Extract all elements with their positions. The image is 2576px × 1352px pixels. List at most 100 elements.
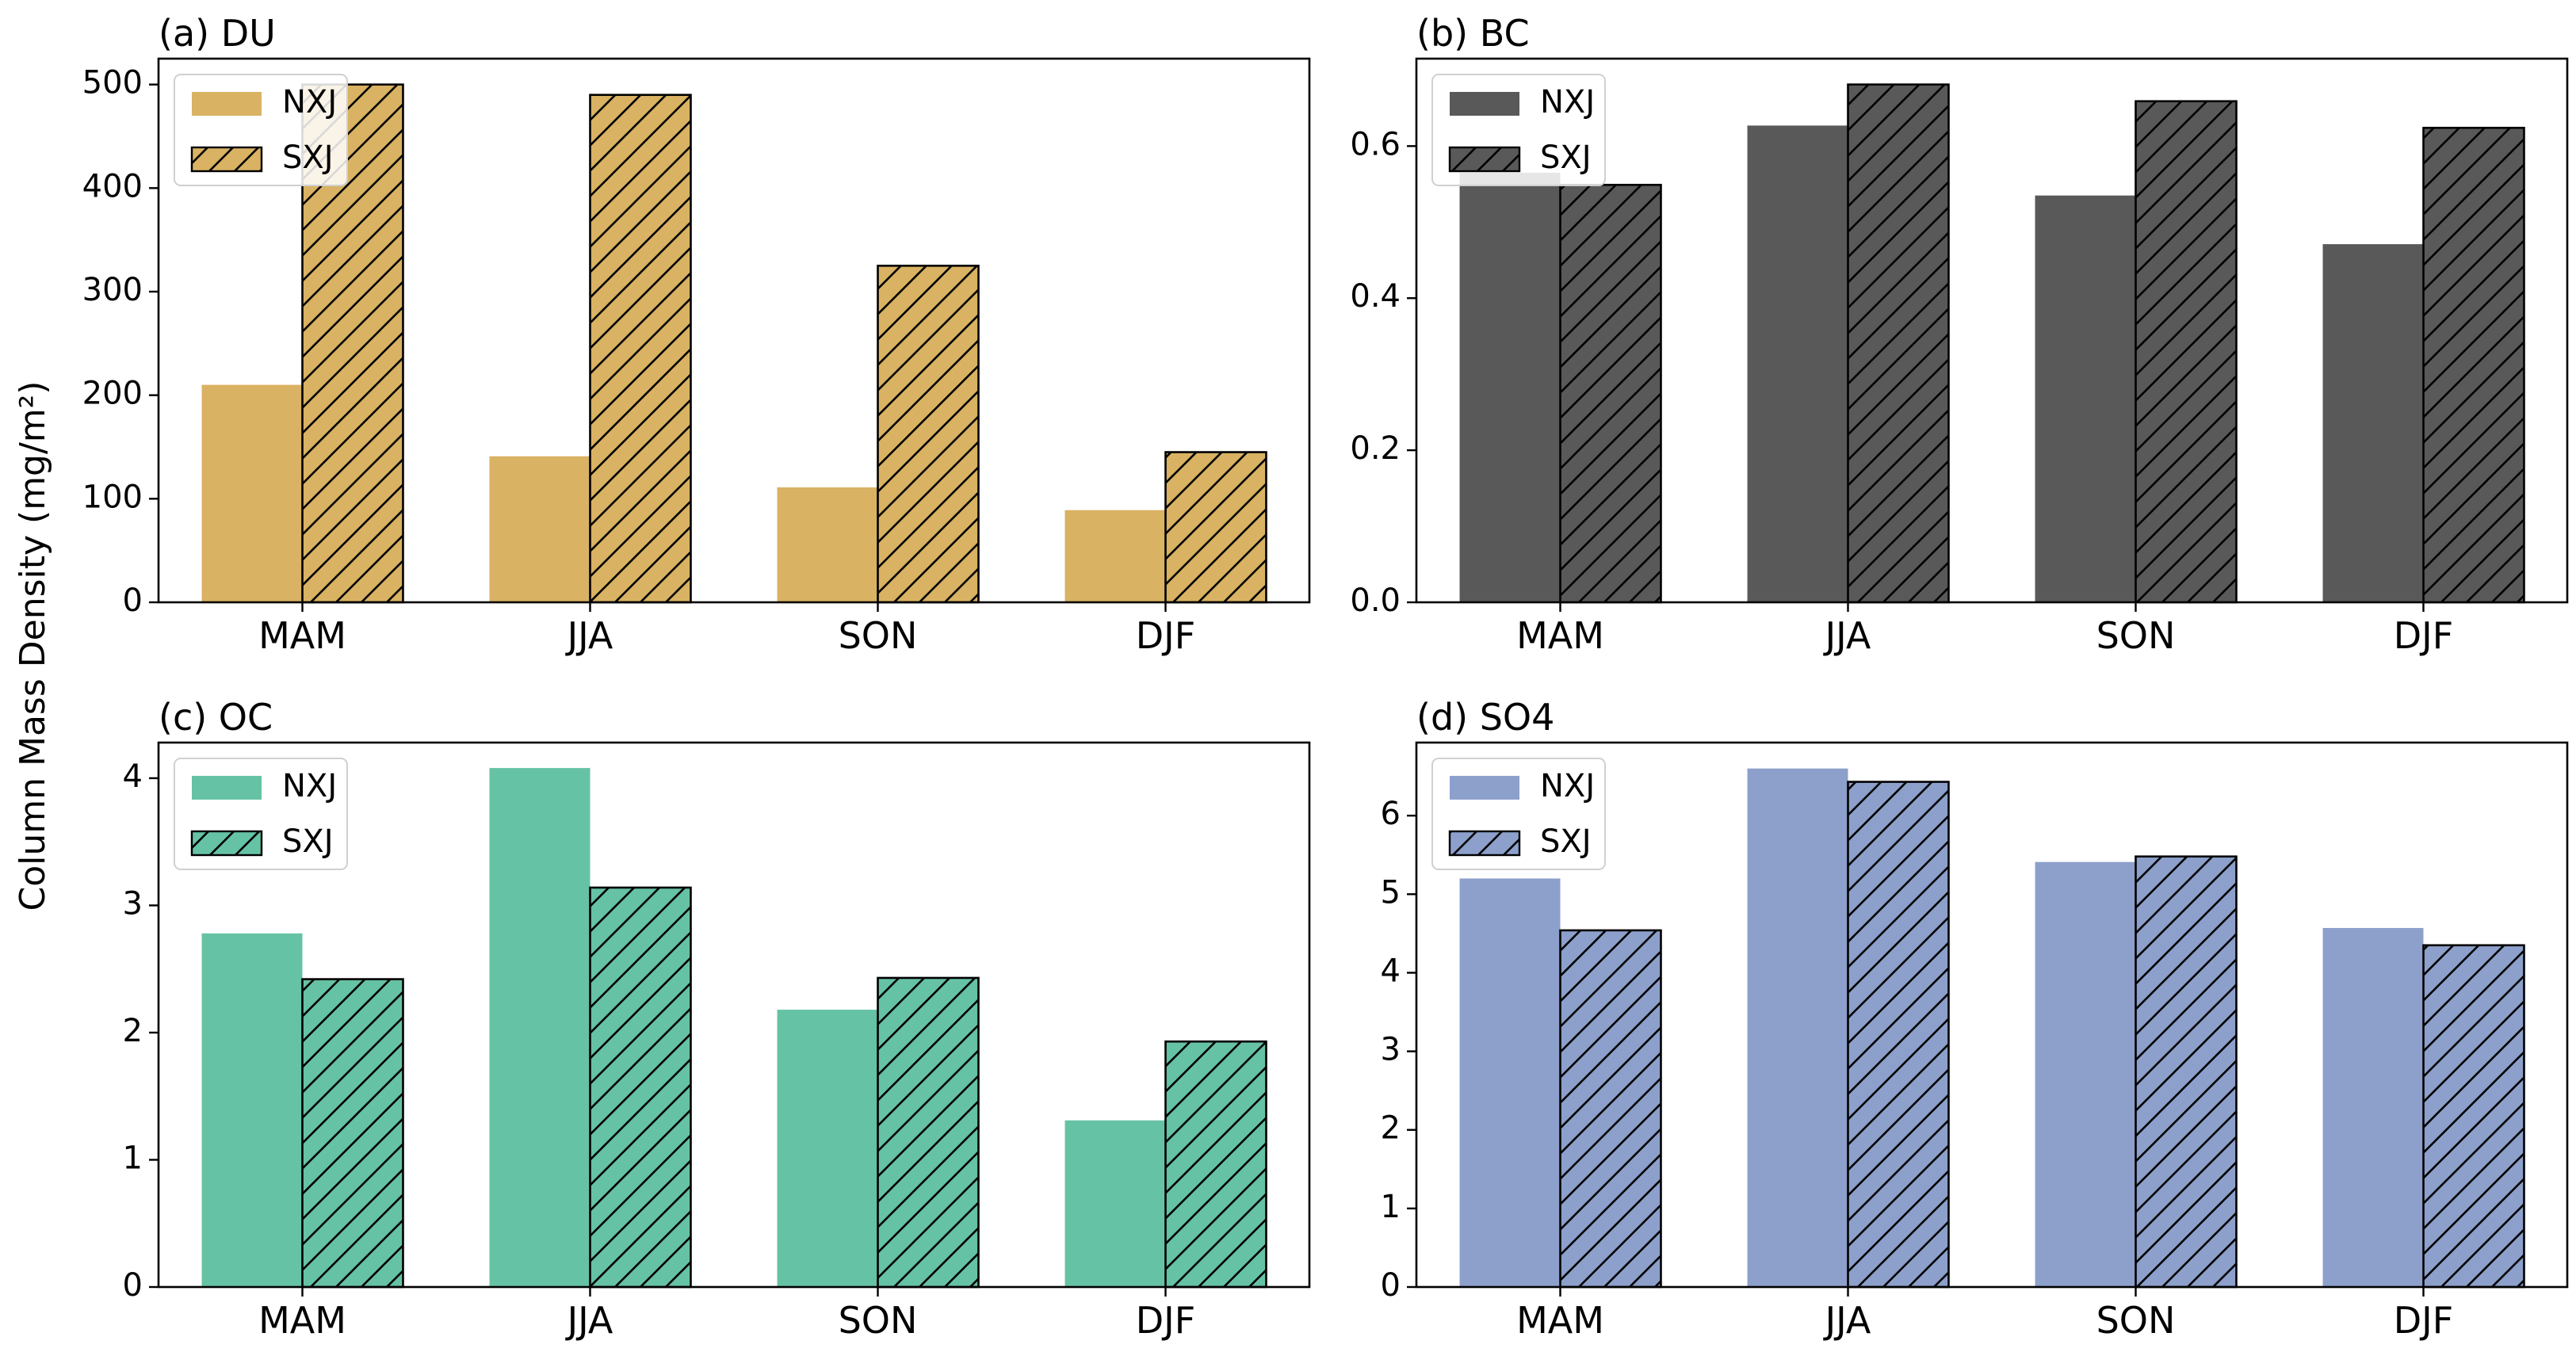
legend-swatch-oc-nxj bbox=[192, 776, 262, 800]
y-tick-label-so4-3: 3 bbox=[1381, 1032, 1401, 1068]
panel-du: (a) DU MAM JJA SON DJF 0 100 200 300 400 500 NXJ SXJ bbox=[82, 12, 1311, 657]
bar-so4-nxj-son bbox=[2035, 861, 2136, 1287]
bar-du-nxj-mam bbox=[201, 384, 303, 602]
bar-du-sxj-jja bbox=[589, 94, 692, 604]
legend-swatch-oc-sxj bbox=[190, 830, 263, 857]
y-tick-label-bc-3: 0.6 bbox=[1350, 126, 1401, 162]
bar-bc-sxj-mam bbox=[1559, 183, 1662, 604]
x-tick-label-so4-djf: DJF bbox=[2394, 1299, 2453, 1342]
x-tick-label-du-jja: JJA bbox=[565, 614, 613, 657]
legend-label-bc-sxj: SXJ bbox=[1540, 139, 1592, 176]
y-tick-label-oc-0: 0 bbox=[123, 1267, 143, 1304]
bar-oc-nxj-son bbox=[777, 1010, 878, 1287]
x-tick-label-du-son: SON bbox=[839, 614, 918, 657]
y-tick-label-oc-4: 4 bbox=[123, 758, 143, 795]
legend-label-oc-sxj: SXJ bbox=[282, 823, 334, 860]
panel-title-bc: (b) BC bbox=[1416, 12, 1530, 55]
panel-bc: (b) BC MAM JJA SON DJF 0.0 0.2 0.4 0.6 NXJ SXJ bbox=[1350, 12, 2569, 657]
bar-oc-sxj-son bbox=[877, 976, 980, 1289]
x-tick-label-so4-son: SON bbox=[2096, 1299, 2176, 1342]
y-tick-label-bc-1: 0.2 bbox=[1350, 430, 1401, 467]
bar-oc-sxj-jja bbox=[589, 886, 692, 1289]
x-tick-label-bc-son: SON bbox=[2096, 614, 2176, 657]
y-tick-label-so4-0: 0 bbox=[1381, 1267, 1401, 1304]
x-tick-label-bc-jja: JJA bbox=[1823, 614, 1871, 657]
legend-label-so4-nxj: NXJ bbox=[1540, 768, 1595, 804]
bar-bc-nxj-djf bbox=[2322, 244, 2424, 602]
bar-so4-sxj-jja bbox=[1847, 781, 1950, 1289]
legend-label-oc-nxj: NXJ bbox=[282, 768, 337, 804]
legend-label-so4-sxj: SXJ bbox=[1540, 823, 1592, 860]
legend-swatch-so4-nxj bbox=[1450, 776, 1519, 800]
legend-label-du-nxj: NXJ bbox=[282, 84, 337, 120]
legend-bc: NXJ SXJ bbox=[1431, 74, 1606, 186]
y-tick-label-so4-5: 5 bbox=[1381, 874, 1401, 911]
bar-oc-nxj-mam bbox=[201, 933, 303, 1287]
panel-so4: (d) SO4 MAM JJA SON DJF 0 1 2 3 4 5 6 NXJ SXJ bbox=[1381, 696, 2569, 1342]
bar-du-sxj-son bbox=[877, 265, 980, 604]
bar-du-nxj-jja bbox=[489, 456, 590, 602]
bar-bc-nxj-jja bbox=[1747, 125, 1848, 602]
bar-bc-nxj-mam bbox=[1459, 172, 1561, 602]
y-tick-label-du-1: 100 bbox=[82, 479, 143, 515]
panel-title-oc: (c) OC bbox=[159, 696, 273, 739]
legend-so4: NXJ SXJ bbox=[1431, 758, 1606, 870]
bar-so4-sxj-mam bbox=[1559, 929, 1662, 1289]
legend-du: NXJ SXJ bbox=[174, 74, 348, 186]
axes-frame-so4 bbox=[1415, 741, 2569, 1289]
x-tick-label-du-djf: DJF bbox=[1136, 614, 1195, 657]
bar-bc-nxj-son bbox=[2035, 195, 2136, 603]
bar-so4-nxj-mam bbox=[1459, 878, 1561, 1287]
bar-du-sxj-djf bbox=[1164, 451, 1267, 604]
y-tick-label-du-2: 200 bbox=[82, 376, 143, 412]
panel-title-du: (a) DU bbox=[159, 12, 276, 55]
y-tick-label-so4-4: 4 bbox=[1381, 953, 1401, 989]
y-axis-label: Column Mass Density (mg/m²) bbox=[13, 381, 53, 911]
legend-swatch-bc-sxj bbox=[1448, 146, 1521, 173]
x-tick-label-oc-jja: JJA bbox=[565, 1299, 613, 1342]
panel-title-so4: (d) SO4 bbox=[1416, 696, 1554, 739]
bar-so4-nxj-djf bbox=[2322, 927, 2424, 1287]
axes-frame-bc bbox=[1415, 57, 2569, 604]
x-tick-label-so4-jja: JJA bbox=[1823, 1299, 1871, 1342]
y-tick-label-oc-1: 1 bbox=[123, 1140, 143, 1176]
y-tick-label-oc-2: 2 bbox=[123, 1013, 143, 1049]
bar-oc-nxj-djf bbox=[1064, 1120, 1166, 1287]
y-tick-label-du-0: 0 bbox=[123, 582, 143, 619]
bar-bc-sxj-djf bbox=[2422, 127, 2525, 604]
x-tick-label-oc-son: SON bbox=[839, 1299, 918, 1342]
legend-swatch-du-sxj bbox=[190, 146, 263, 173]
bar-oc-nxj-jja bbox=[489, 768, 590, 1287]
legend-swatch-du-nxj bbox=[192, 92, 262, 116]
bar-bc-sxj-jja bbox=[1847, 83, 1950, 604]
y-tick-label-du-3: 300 bbox=[82, 272, 143, 308]
x-tick-label-oc-djf: DJF bbox=[1136, 1299, 1195, 1342]
y-tick-label-oc-3: 3 bbox=[123, 885, 143, 922]
x-tick-label-bc-djf: DJF bbox=[2394, 614, 2453, 657]
bar-du-nxj-son bbox=[777, 487, 878, 602]
legend-label-bc-nxj: NXJ bbox=[1540, 84, 1595, 120]
panel-oc: (c) OC MAM JJA SON DJF 0 1 2 3 4 NXJ SXJ bbox=[123, 696, 1311, 1342]
y-tick-label-so4-2: 2 bbox=[1381, 1110, 1401, 1147]
bar-so4-sxj-djf bbox=[2422, 944, 2525, 1289]
y-tick-label-bc-2: 0.4 bbox=[1350, 278, 1401, 315]
axes-frame-du bbox=[157, 57, 1311, 604]
legend-swatch-so4-sxj bbox=[1448, 830, 1521, 857]
bar-bc-sxj-son bbox=[2135, 100, 2238, 604]
bar-so4-nxj-jja bbox=[1747, 768, 1848, 1287]
bar-du-nxj-djf bbox=[1064, 510, 1166, 602]
bar-oc-sxj-djf bbox=[1164, 1040, 1267, 1289]
legend-label-du-sxj: SXJ bbox=[282, 139, 334, 176]
y-tick-label-so4-6: 6 bbox=[1381, 796, 1401, 832]
x-tick-label-so4-mam: MAM bbox=[1516, 1299, 1604, 1342]
y-tick-label-so4-1: 1 bbox=[1381, 1189, 1401, 1225]
legend-oc: NXJ SXJ bbox=[174, 758, 348, 870]
x-tick-label-oc-mam: MAM bbox=[258, 1299, 346, 1342]
x-tick-label-bc-mam: MAM bbox=[1516, 614, 1604, 657]
x-tick-label-du-mam: MAM bbox=[258, 614, 346, 657]
y-tick-label-du-4: 400 bbox=[82, 168, 143, 204]
y-tick-label-bc-0: 0.0 bbox=[1350, 582, 1401, 619]
y-tick-label-du-5: 500 bbox=[82, 65, 143, 101]
